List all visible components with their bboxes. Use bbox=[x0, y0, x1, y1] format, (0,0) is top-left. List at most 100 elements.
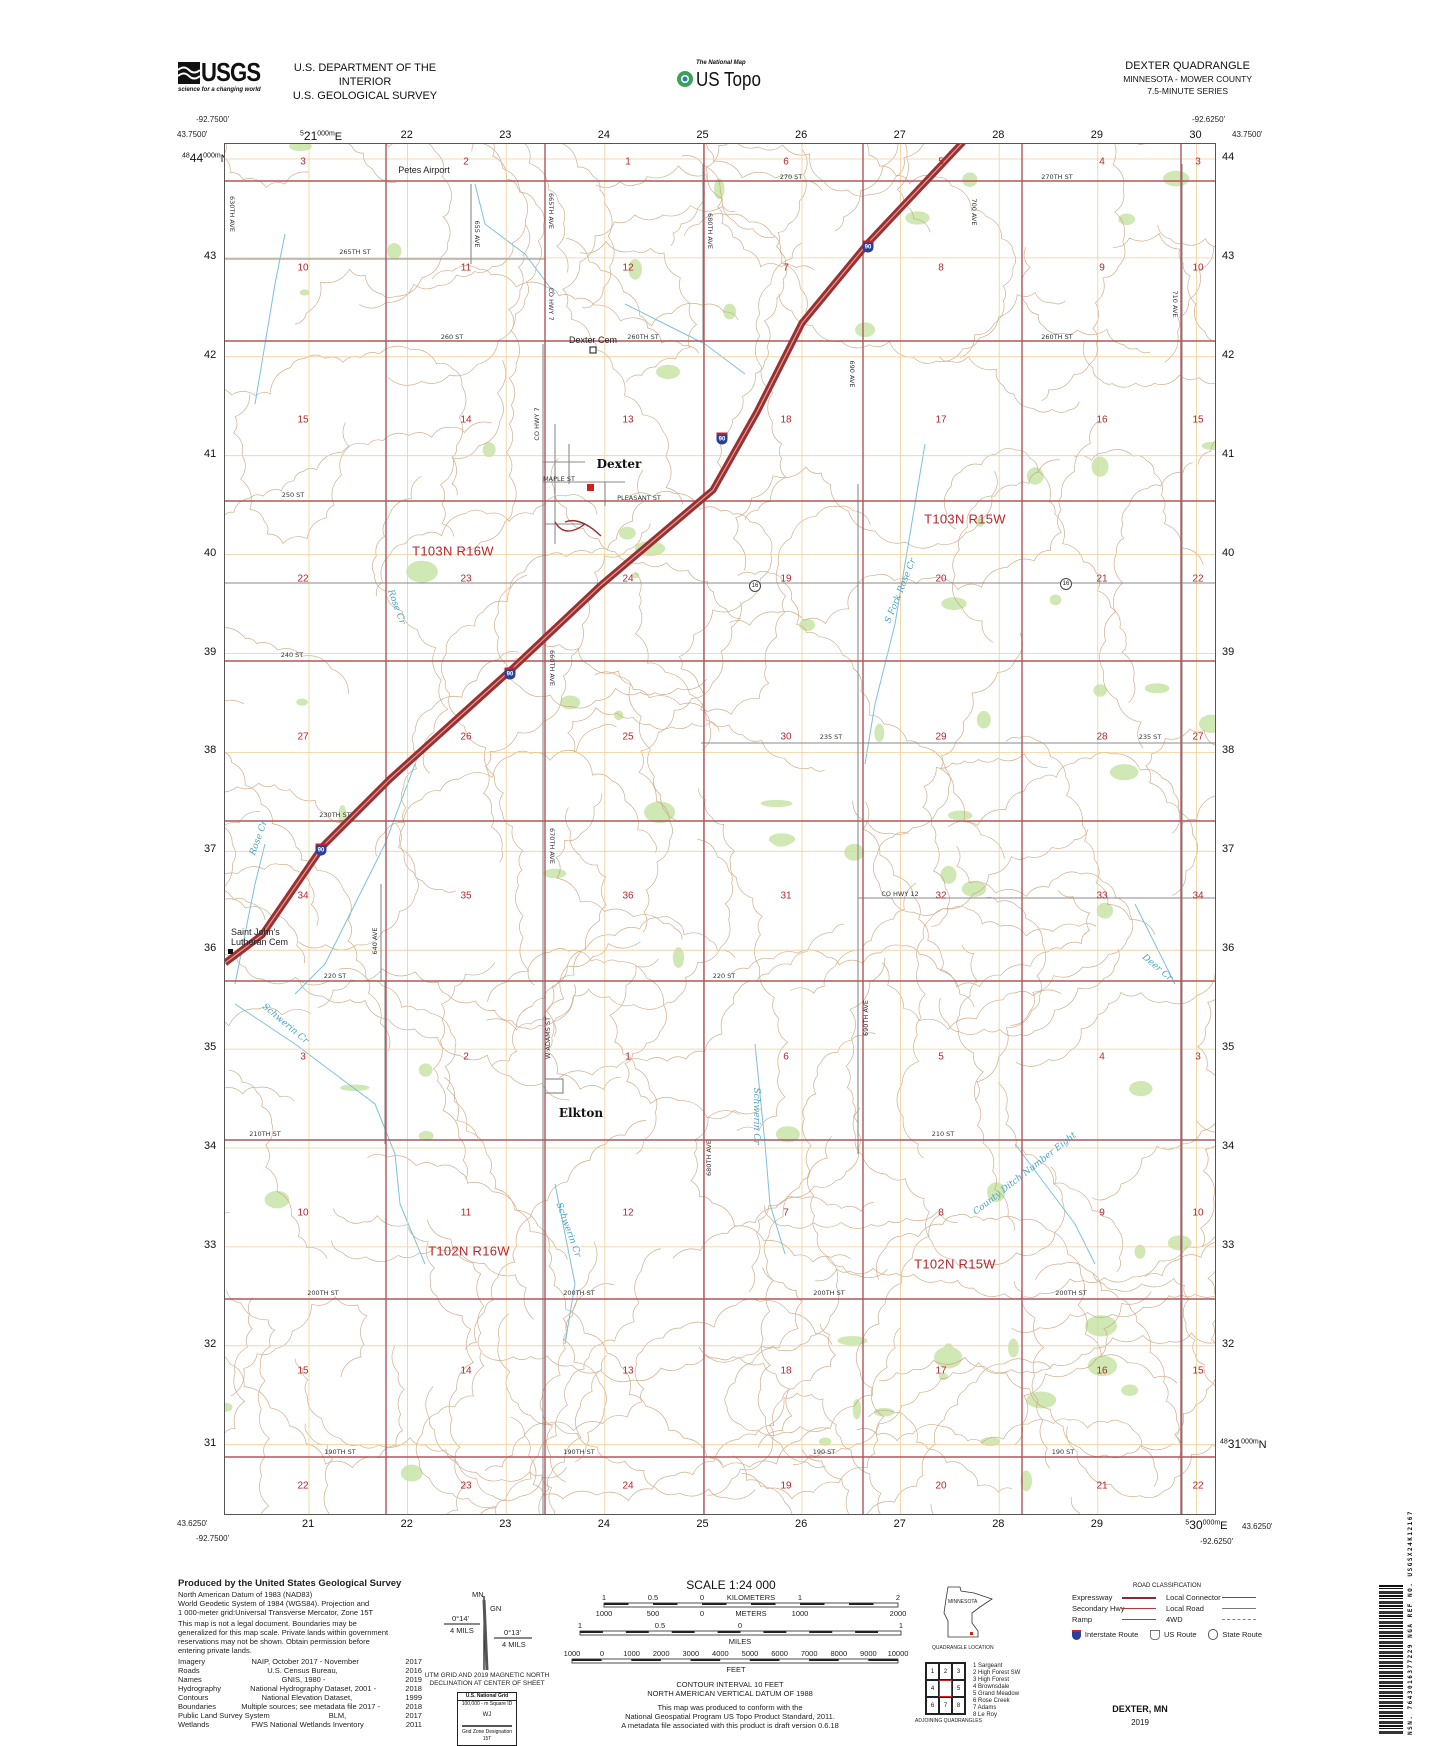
meter-tick-label: 2000 bbox=[889, 1609, 907, 1618]
datum-line: World Geodetic System of 1984 (WGS84). P… bbox=[178, 1599, 370, 1608]
stream bbox=[1134, 903, 1176, 985]
utm-northing-label-right: 42 bbox=[1222, 348, 1235, 361]
utm-northing-label-left: 42 bbox=[204, 348, 217, 361]
kilometer-tick-label: 0 bbox=[699, 1593, 705, 1602]
contour-line bbox=[562, 205, 736, 505]
woodland-patch bbox=[1198, 714, 1215, 734]
contour-line bbox=[225, 421, 492, 516]
woodland-patch bbox=[619, 526, 636, 540]
legend-expressway: Expressway bbox=[1072, 1593, 1113, 1602]
source-name: FWS National Wetlands Inventory bbox=[251, 1720, 364, 1729]
town-label-elkton[interactable]: Elkton bbox=[558, 1106, 604, 1120]
cemetery-label-st-johns[interactable]: Saint John's Lutheran Cem bbox=[231, 927, 288, 947]
declination-caption: UTM GRID AND 2019 MAGNETIC NORTH DECLINA… bbox=[420, 1672, 554, 1688]
cemetery-label[interactable]: Dexter Cem bbox=[568, 335, 618, 345]
grid-box-title: U.S. National Grid bbox=[458, 1693, 516, 1701]
route-number: 16 bbox=[1060, 578, 1072, 590]
source-name: GNIS, 1980 - bbox=[281, 1675, 326, 1684]
contour-line bbox=[802, 1032, 888, 1279]
woodland-patch bbox=[855, 322, 876, 338]
woodland-patch bbox=[799, 618, 816, 632]
utm-northing-label-left: 39 bbox=[204, 645, 217, 658]
mile-unit-label: MILES bbox=[728, 1637, 752, 1646]
section-number: 20 bbox=[935, 573, 947, 585]
contour-line bbox=[555, 793, 683, 940]
meter-tick-label: 0 bbox=[699, 1609, 705, 1618]
contour-line bbox=[558, 923, 845, 1079]
contour-line bbox=[626, 490, 773, 751]
legend-local-connector: Local Connector bbox=[1166, 1593, 1221, 1602]
section-number: 13 bbox=[622, 1365, 634, 1377]
section-number: 9 bbox=[1099, 1207, 1105, 1219]
utm-easting-label-bottom: 21 bbox=[302, 1518, 315, 1530]
utm-northing-label-right: 4831000mN bbox=[1220, 1437, 1267, 1451]
utm-easting-label-bottom: 24 bbox=[597, 1518, 611, 1530]
section-number: 22 bbox=[1192, 1480, 1204, 1492]
feet-tick-label: 4000 bbox=[712, 1649, 729, 1658]
section-number: 7 bbox=[783, 1207, 789, 1219]
kilometer-bar-segment bbox=[800, 1603, 825, 1605]
contour-line bbox=[471, 144, 615, 309]
shield-number: 90 bbox=[862, 240, 874, 253]
town-label-dexter[interactable]: Dexter bbox=[596, 457, 642, 471]
contour-line bbox=[868, 1409, 1013, 1493]
contour-line bbox=[1092, 1272, 1215, 1387]
sw-longitude: -92.7500' bbox=[196, 1534, 230, 1543]
data-source-row: Names GNIS, 1980 - 2019 bbox=[178, 1675, 422, 1684]
legend-interstate: Interstate Route bbox=[1084, 1630, 1139, 1639]
section-number: 11 bbox=[460, 262, 472, 274]
woodland-patch bbox=[713, 178, 725, 200]
road-label: 270TH ST bbox=[1041, 173, 1073, 181]
grid-zone-label: Grid Zone Designation bbox=[461, 1729, 513, 1735]
utm-northing-label-left: 4844000mN bbox=[182, 151, 229, 165]
topographic-map[interactable]: 3 2 1 6 5 4 3 10 11 12 7 8 9 10 15 14 13 18 17 16 15 22 23 24 19… bbox=[224, 143, 1216, 1515]
woodland-patch bbox=[1008, 1338, 1019, 1358]
section-number: 22 bbox=[1192, 573, 1204, 585]
woodland-patch bbox=[1096, 902, 1114, 919]
contour-line bbox=[634, 571, 720, 732]
local-connector-swatch bbox=[1222, 1597, 1256, 1598]
local-roads bbox=[225, 164, 1215, 1514]
woodland-patch bbox=[818, 1437, 832, 1446]
utm-northing-label-left: 31 bbox=[204, 1436, 217, 1449]
kilometer-bar-segment bbox=[702, 1603, 727, 1605]
section-number: 26 bbox=[460, 731, 472, 743]
legend-ramp: Ramp bbox=[1072, 1615, 1093, 1624]
utm-northing-label-left: 32 bbox=[204, 1337, 217, 1350]
woodland-patch bbox=[418, 1130, 434, 1141]
contour-line bbox=[947, 752, 1181, 834]
feet-tick-label: 3000 bbox=[682, 1649, 700, 1658]
data-source-row: Roads U.S. Census Bureau, 2016 bbox=[178, 1666, 422, 1675]
magnetic-north-label: MN bbox=[472, 1590, 484, 1599]
kilometer-tick-label: 1 bbox=[601, 1593, 607, 1602]
utm-suffix: 000m bbox=[317, 130, 335, 138]
section-number: 15 bbox=[1192, 1365, 1204, 1377]
contour-line bbox=[514, 640, 680, 823]
section-lines bbox=[225, 144, 1215, 1514]
utm-easting-label-top: 30 bbox=[1189, 129, 1202, 141]
road-label: 200TH ST bbox=[563, 1289, 595, 1297]
contour-line bbox=[672, 1196, 874, 1259]
mile-bar-segment bbox=[809, 1631, 833, 1633]
stream bbox=[1014, 1143, 1096, 1265]
stream bbox=[234, 843, 266, 985]
woodland-patch bbox=[962, 172, 978, 188]
utm-suffix: 000m bbox=[1202, 1519, 1221, 1527]
road-label: 670TH AVE bbox=[548, 828, 556, 864]
kilometer-bar-segment bbox=[849, 1603, 874, 1605]
contour-line bbox=[566, 237, 700, 354]
section-number: 16 bbox=[1096, 1365, 1108, 1377]
contour-line bbox=[862, 801, 975, 1008]
conform-line: This map was produced to conform with th… bbox=[657, 1703, 803, 1712]
state-county: MINNESOTA - MOWER COUNTY bbox=[1123, 74, 1252, 84]
contour-line bbox=[294, 1358, 568, 1502]
woodland-patch bbox=[1109, 764, 1139, 781]
airport-label[interactable]: Petes Airport bbox=[398, 165, 450, 175]
road-label: 265TH ST bbox=[339, 248, 371, 256]
utm-easting-label-bottom: 27 bbox=[893, 1518, 906, 1530]
road-label: 655 AVE bbox=[473, 220, 481, 248]
data-source-row: Boundaries Multiple sources; see metadata… bbox=[178, 1702, 422, 1711]
utm-easting-label-top: 26 bbox=[795, 129, 808, 141]
scale-bars: SCALE 1:24 000 1 0.5 0 KILOMETERS 1 2 1000 500 0… bbox=[556, 1578, 909, 1674]
section-number: 1 bbox=[625, 1051, 631, 1063]
